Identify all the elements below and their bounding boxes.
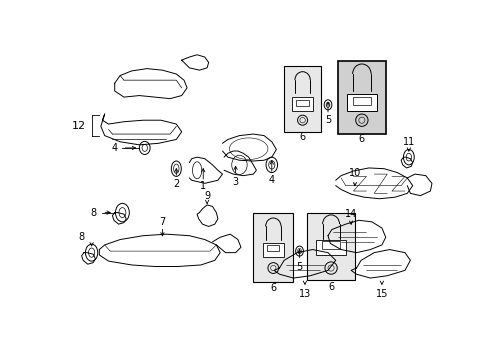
Text: 8: 8 (79, 232, 84, 242)
Bar (266, 245, 279, 251)
Text: 8: 8 (90, 208, 96, 217)
Bar (296, 100, 308, 106)
Text: 6: 6 (270, 283, 276, 293)
Bar (262, 243, 284, 257)
Text: 11: 11 (402, 137, 414, 147)
Text: 4: 4 (111, 143, 118, 153)
Bar (352, 97, 370, 105)
Text: 5: 5 (324, 115, 330, 125)
Bar (321, 241, 340, 249)
Text: 1: 1 (200, 181, 206, 191)
Bar (346, 94, 376, 111)
Bar (253, 213, 293, 282)
Bar (337, 61, 385, 134)
Text: 13: 13 (298, 289, 310, 299)
Text: 4: 4 (268, 175, 274, 185)
Text: 10: 10 (348, 167, 360, 177)
Text: 12: 12 (72, 121, 86, 131)
Bar (291, 97, 313, 111)
Text: 6: 6 (358, 134, 364, 144)
Bar (306, 213, 354, 280)
Bar (316, 239, 345, 255)
Text: 5: 5 (296, 261, 302, 271)
Bar (284, 66, 321, 132)
Text: 14: 14 (344, 209, 357, 219)
Text: 3: 3 (232, 177, 238, 187)
Text: 9: 9 (203, 191, 210, 201)
Text: 6: 6 (327, 282, 333, 292)
Text: 6: 6 (299, 132, 305, 142)
Text: 2: 2 (173, 179, 179, 189)
Text: 7: 7 (159, 217, 165, 227)
Text: 15: 15 (375, 289, 387, 299)
